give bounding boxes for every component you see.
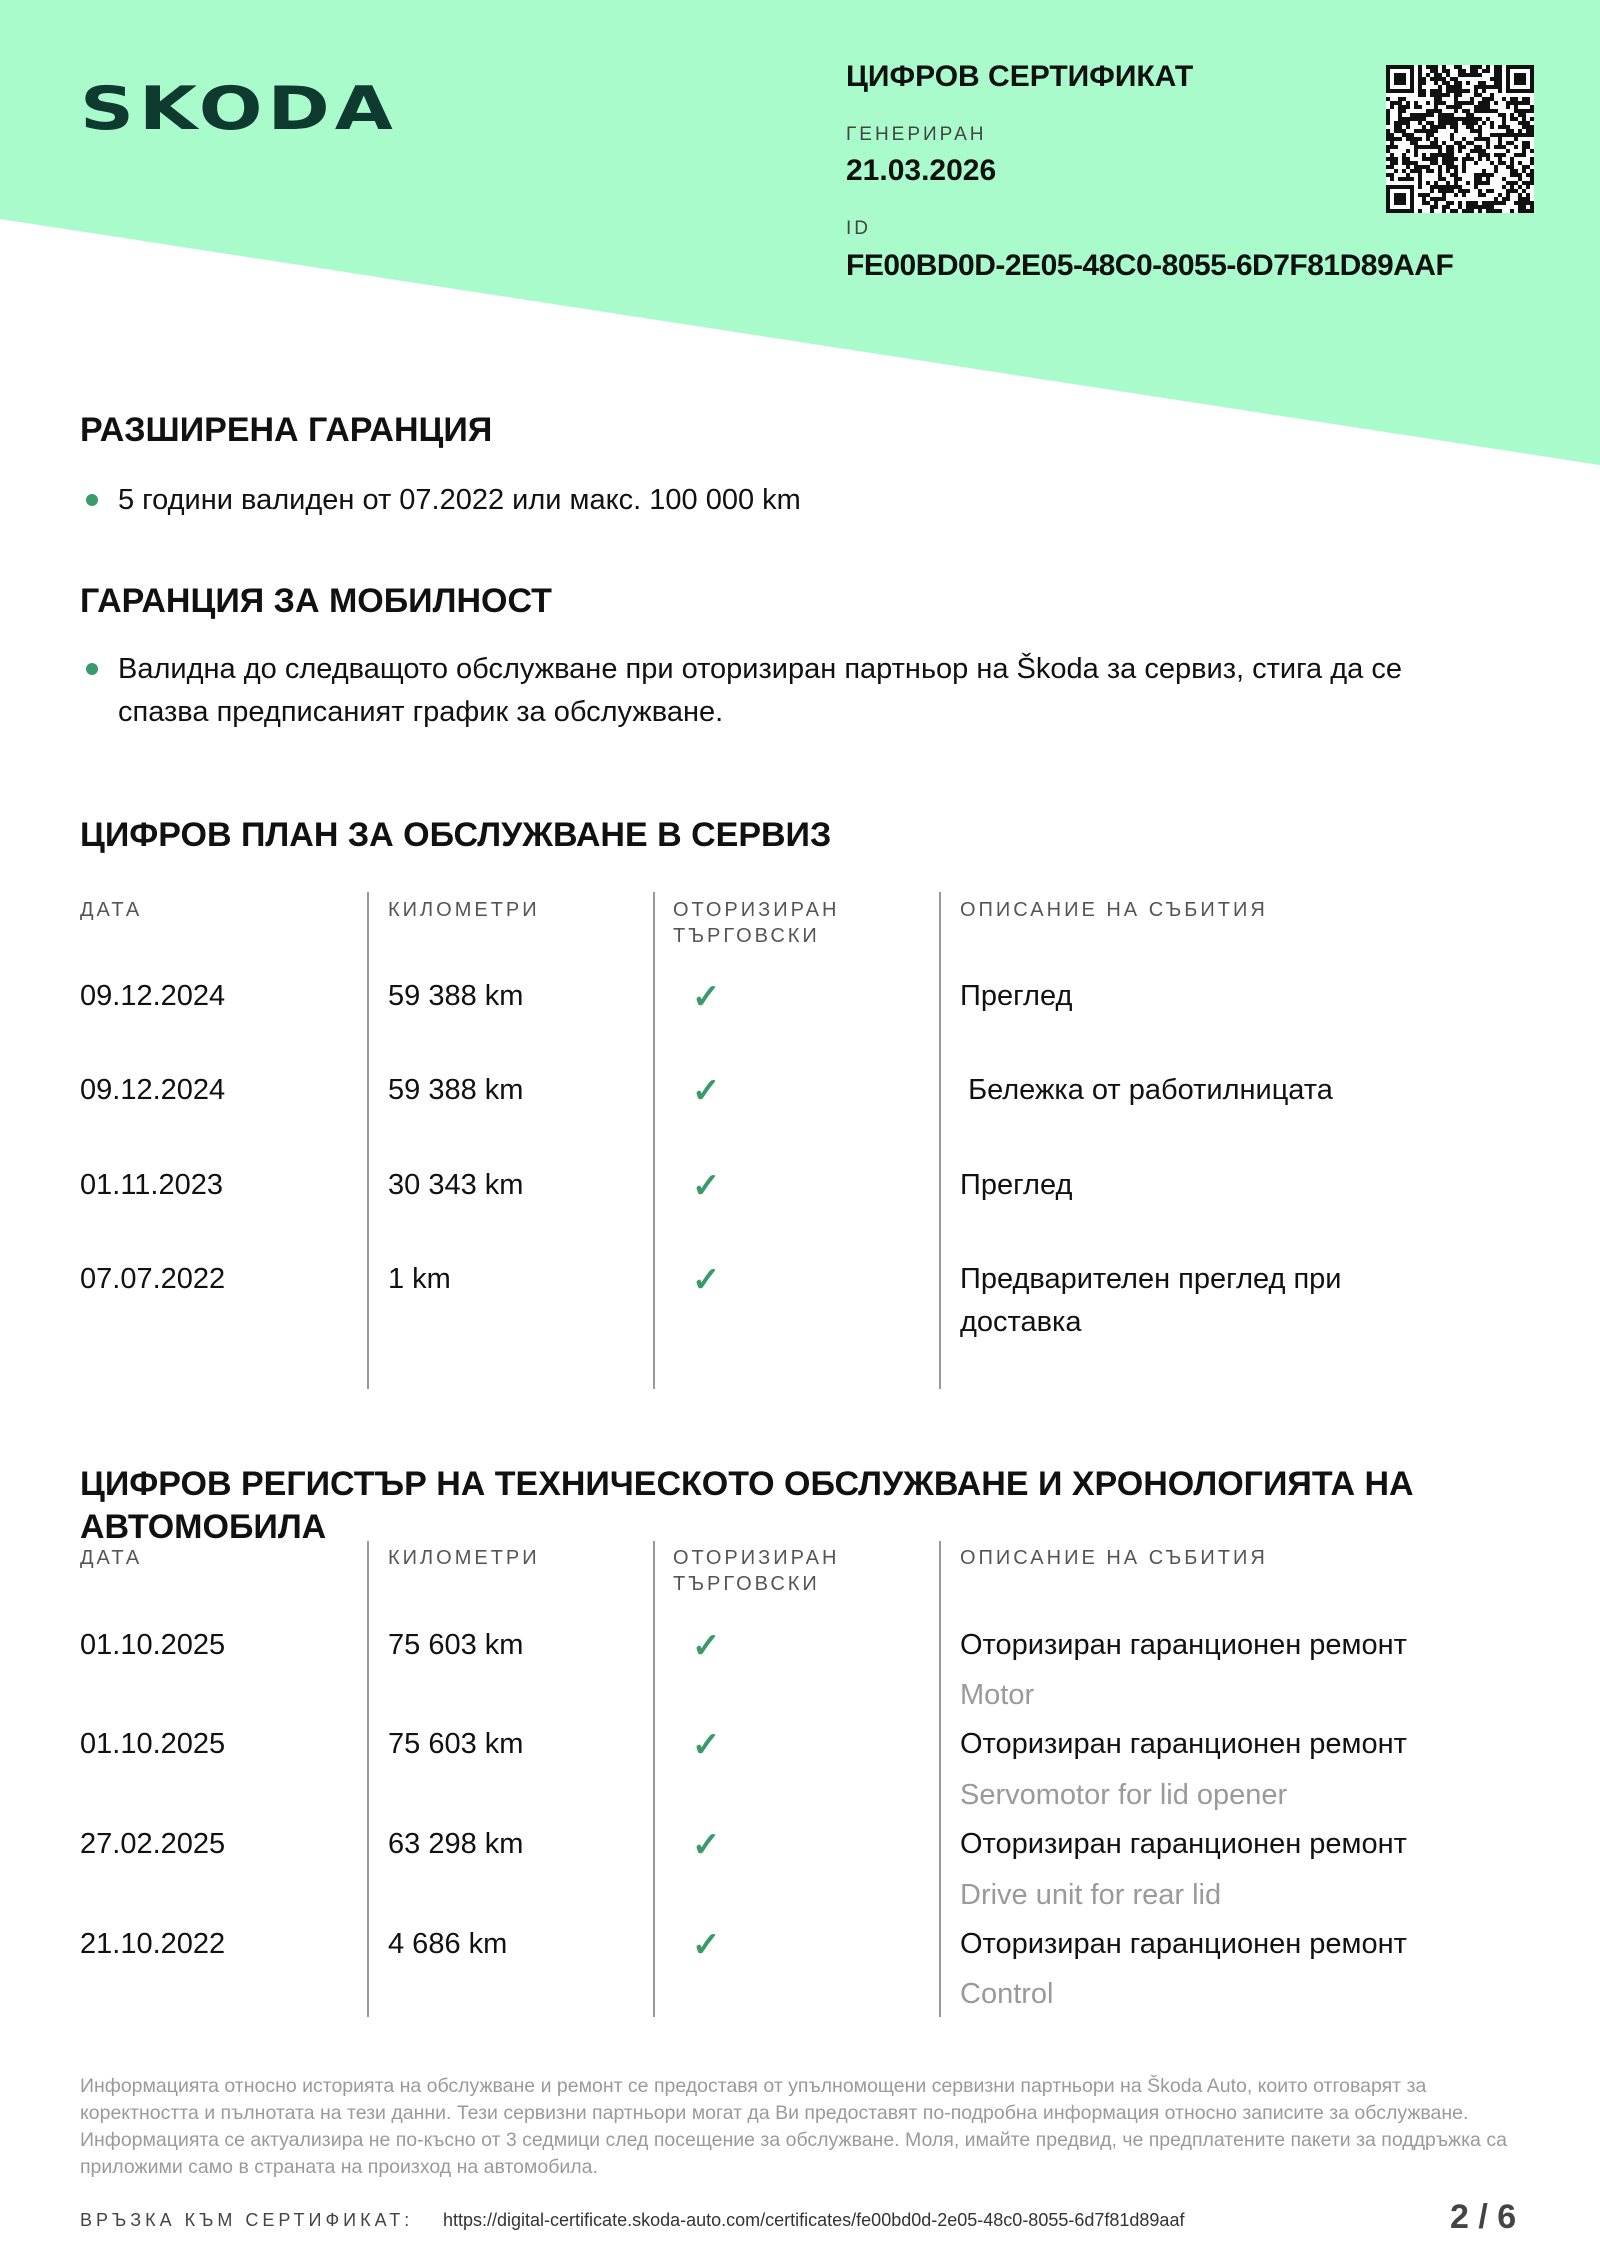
column-header: ОПИСАНИЕ НА СЪБИТИЯ <box>960 1547 1268 1569</box>
row-description: Оторизиран гаранционен ремонт <box>960 1728 1407 1760</box>
check-icon: ✓ <box>692 978 721 1016</box>
row-description: Оторизиран гаранционен ремонт <box>960 1629 1407 1661</box>
row-km: 59 388 km <box>388 980 524 1012</box>
column-divider <box>939 892 941 1389</box>
service-plan-title: ЦИФРОВ ПЛАН ЗА ОБСЛУЖВАНЕ В СЕРВИЗ <box>80 816 832 854</box>
history-title-line1: ЦИФРОВ РЕГИСТЪР НА ТЕХНИЧЕСКОТО ОБСЛУЖВА… <box>80 1465 1414 1503</box>
certificate-link-label: ВРЪЗКА КЪМ СЕРТИФИКАТ: <box>80 2210 414 2230</box>
row-description: Оторизиран гаранционен ремонт <box>960 1828 1407 1860</box>
mobility-warranty-title: ГАРАНЦИЯ ЗА МОБИЛНОСТ <box>80 582 552 620</box>
row-detail: Control <box>960 1978 1054 2010</box>
bullet-dot-icon <box>86 494 98 506</box>
check-icon: ✓ <box>692 1261 721 1299</box>
check-icon: ✓ <box>692 1726 721 1764</box>
history-title-line2: АВТОМОБИЛА <box>80 1508 327 1546</box>
row-date: 27.02.2025 <box>80 1828 226 1860</box>
column-divider <box>653 892 655 1389</box>
certificate-title: ЦИФРОВ СЕРТИФИКАТ <box>846 60 1194 93</box>
column-header: ДАТА <box>80 899 143 921</box>
extended-warranty-item: 5 години валиден от 07.2022 или макс. 10… <box>86 479 1506 522</box>
row-date: 01.10.2025 <box>80 1728 226 1760</box>
column-divider <box>367 1541 369 2017</box>
row-description: Предварителен преглед при доставка <box>960 1263 1350 1338</box>
column-header: ОТОРИЗИРАН ТЪРГОВСКИ <box>673 899 840 947</box>
check-icon: ✓ <box>692 1072 721 1110</box>
generated-date: 21.03.2026 <box>846 154 997 187</box>
column-divider <box>367 892 369 1389</box>
row-km: 59 388 km <box>388 1074 524 1106</box>
row-description: Бележка от работилницата <box>960 1074 1333 1106</box>
row-detail: Servomotor for lid opener <box>960 1779 1288 1811</box>
column-divider <box>939 1541 941 2017</box>
disclaimer: Информацията относно историята на обслуж… <box>80 2075 1507 2178</box>
generated-label: ГЕНЕРИРАН <box>846 124 987 145</box>
extended-warranty-title: РАЗШИРЕНА ГАРАНЦИЯ <box>80 411 493 449</box>
row-date: 07.07.2022 <box>80 1263 226 1295</box>
row-km: 63 298 km <box>388 1828 524 1860</box>
check-icon: ✓ <box>692 1826 721 1864</box>
qr-code <box>1386 65 1534 213</box>
row-detail: Drive unit for rear lid <box>960 1879 1222 1911</box>
check-icon: ✓ <box>692 1167 721 1205</box>
certificate-link[interactable]: https://digital-certificate.skoda-auto.c… <box>443 2210 1185 2230</box>
column-header: КИЛОМЕТРИ <box>388 1547 540 1569</box>
row-km: 75 603 km <box>388 1728 524 1760</box>
row-km: 30 343 km <box>388 1169 524 1201</box>
page-number: 2 / 6 <box>1450 2198 1517 2236</box>
column-header: ОПИСАНИЕ НА СЪБИТИЯ <box>960 899 1268 921</box>
row-date: 01.11.2023 <box>80 1169 223 1201</box>
id-label: ID <box>846 218 871 239</box>
row-date: 21.10.2022 <box>80 1928 226 1960</box>
row-description: Преглед <box>960 980 1073 1012</box>
column-header: ДАТА <box>80 1547 143 1569</box>
row-km: 4 686 km <box>388 1928 508 1960</box>
row-km: 1 km <box>388 1263 451 1295</box>
mobility-warranty-item: Валидна до следващото обслужване при ото… <box>86 648 1486 734</box>
row-description: Преглед <box>960 1169 1073 1201</box>
row-date: 01.10.2025 <box>80 1629 226 1661</box>
check-icon: ✓ <box>692 1926 721 1964</box>
row-date: 09.12.2024 <box>80 980 226 1012</box>
column-divider <box>653 1541 655 2017</box>
column-header: ОТОРИЗИРАН ТЪРГОВСКИ <box>673 1547 840 1595</box>
certificate-id: FE00BD0D-2E05-48C0-8055-6D7F81D89AAF <box>846 249 1454 282</box>
skoda-logo: SKODA <box>80 74 398 144</box>
column-header: КИЛОМЕТРИ <box>388 899 540 921</box>
row-km: 75 603 km <box>388 1629 524 1661</box>
row-description: Оторизиран гаранционен ремонт <box>960 1928 1407 1960</box>
row-date: 09.12.2024 <box>80 1074 226 1106</box>
check-icon: ✓ <box>692 1627 721 1665</box>
bullet-dot-icon <box>86 663 98 675</box>
row-detail: Motor <box>960 1679 1035 1711</box>
